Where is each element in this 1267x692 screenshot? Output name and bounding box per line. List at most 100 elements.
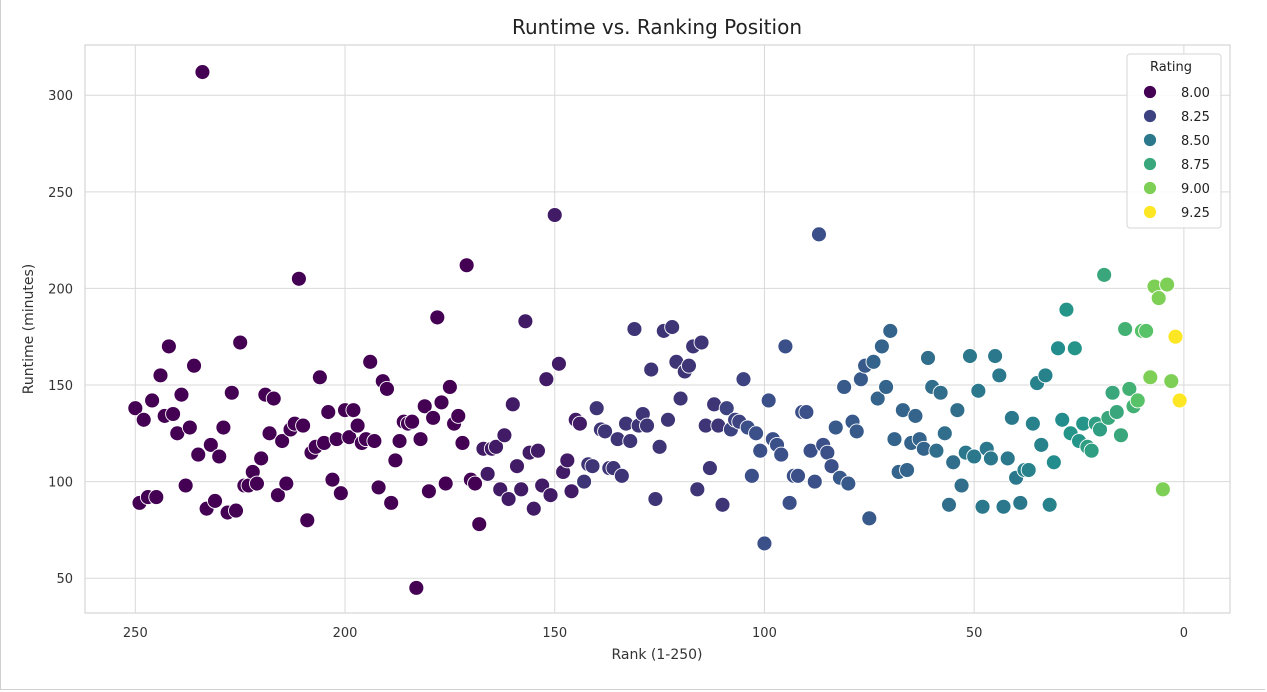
data-point [806,473,823,490]
data-point [861,510,878,527]
data-point [1113,427,1129,444]
data-point [920,350,936,366]
data-point [681,357,697,374]
data-point [563,483,580,500]
data-point [504,396,521,413]
data-point [1083,442,1100,459]
data-point [1054,411,1071,428]
data-point [311,369,328,386]
y-tick-label: 100 [48,476,73,491]
data-point [190,446,207,463]
data-point [639,417,655,434]
y-tick-label: 50 [56,572,73,587]
data-point [433,394,450,411]
data-point [597,423,614,440]
legend-marker [1143,157,1157,171]
data-point [194,64,211,80]
data-point [613,467,630,484]
data-point [869,390,886,407]
data-point [790,467,806,484]
legend-marker [1143,205,1157,219]
legend-entries: 8.00 8.25 8.50 8.75 9.00 9.25 [1143,85,1210,221]
data-point [127,400,144,417]
data-point [471,516,488,533]
data-point [622,433,639,450]
data-point [987,348,1004,364]
y-axis-label: Runtime (minutes) [21,264,37,395]
data-point [873,338,890,355]
data-point [366,433,383,450]
data-point [1129,392,1146,409]
data-point [773,446,790,463]
data-point [672,390,689,407]
data-point [991,367,1008,384]
y-tick-label: 250 [48,186,73,201]
data-point [441,379,458,395]
data-point [576,473,593,490]
data-point [509,458,525,475]
data-point [211,448,228,465]
data-point [962,348,978,364]
data-point [467,475,484,492]
data-point [345,402,362,419]
data-point [701,460,718,477]
data-point [1108,404,1125,421]
data-point [693,334,710,351]
data-point [559,452,576,469]
data-point [743,467,760,484]
data-point [982,450,999,467]
data-point [177,477,194,494]
data-point [332,485,349,502]
data-point [1041,496,1058,513]
data-point [819,444,836,461]
data-point [647,491,664,507]
data-point [488,438,504,455]
y-tick-labels: 50 100 150 200 250 300 [48,89,73,587]
data-point [290,270,307,287]
data-point [1159,276,1176,293]
data-point [160,338,177,355]
data-point [878,379,895,395]
y-tick-label: 300 [48,89,73,104]
data-point [232,334,249,351]
data-point [823,458,840,475]
data-point [148,489,165,506]
data-point [588,400,605,417]
data-point [827,419,844,436]
data-point [1012,494,1029,511]
x-axis-label: Rank (1-250) [611,647,702,663]
data-point [165,406,182,422]
data-point [265,390,282,407]
data-point [840,475,857,492]
data-point [1066,340,1083,357]
x-tick-labels: 250 200 150 100 50 0 [123,626,1188,641]
data-point [660,411,676,428]
data-point [454,435,471,451]
data-point [324,471,341,488]
data-point [420,483,437,500]
x-tick-label: 50 [966,626,983,641]
data-point [135,411,152,428]
data-point [1092,421,1108,438]
data-point [752,442,769,459]
legend-entry-label: 9.00 [1181,182,1210,197]
data-point [748,425,765,442]
data-point [995,498,1012,515]
data-point [1138,322,1155,339]
data-point [546,207,563,223]
data-point [383,494,400,511]
data-point [718,400,735,417]
data-point [429,309,446,326]
data-point [777,338,794,355]
data-point [1167,328,1184,345]
data-point [538,371,555,388]
data-point [416,398,433,415]
legend-title: Rating [1150,60,1192,75]
data-point [760,392,777,409]
data-point [542,487,559,504]
data-point [932,384,949,401]
data-point [852,371,869,388]
data-point [379,380,395,397]
data-point [966,448,983,465]
data-point [425,409,442,426]
